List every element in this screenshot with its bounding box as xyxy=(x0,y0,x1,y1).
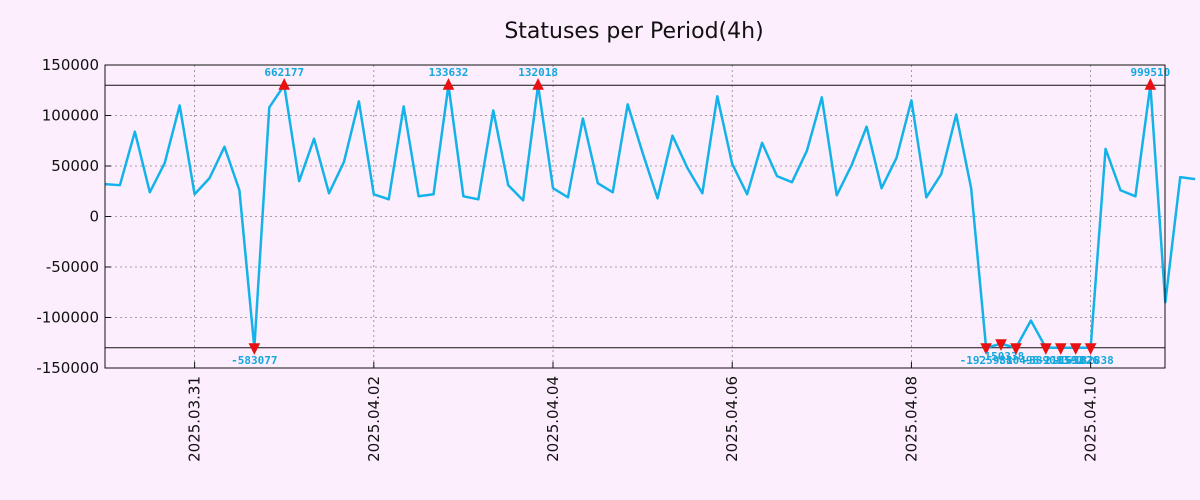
x-tick-label: 2025.03.31 xyxy=(186,376,204,462)
annotation-label: -583077 xyxy=(231,354,277,367)
annotation-label: -1925981 xyxy=(960,354,1013,367)
y-tick-label: 50000 xyxy=(51,157,99,175)
x-tick-label: 2025.04.04 xyxy=(544,376,562,462)
x-tick-label: 2025.04.10 xyxy=(1082,376,1100,462)
chart-title: Statuses per Period(4h) xyxy=(504,19,763,44)
axis-layer xyxy=(104,64,1166,369)
y-tick-label: -150000 xyxy=(36,359,99,377)
tick-labels: 150000 100000 50000 0 -50000 -100000 -150000 20… xyxy=(36,56,1099,462)
annotation-label: -182838 xyxy=(1067,354,1113,367)
annotation-label: -165026 xyxy=(1053,354,1100,367)
clip-marker-down xyxy=(980,343,992,355)
clip-marker-down xyxy=(1054,343,1067,355)
clip-marker-down xyxy=(248,343,261,355)
annotation-label: -216592 xyxy=(1038,354,1084,367)
annotation-label: -150338 xyxy=(978,350,1024,363)
grid-layer xyxy=(105,65,1165,368)
clip-marker-up xyxy=(278,78,291,90)
annotation-label: -389083 xyxy=(1023,354,1069,367)
y-tick-label: 0 xyxy=(89,208,99,226)
clip-marker-up xyxy=(532,78,544,90)
annotation-label: 132018 xyxy=(518,66,558,79)
x-tick-label: 2025.04.02 xyxy=(365,376,383,462)
annotation-label: 662177 xyxy=(264,66,304,79)
marker-layer: 662177 133632 132018 999510-583077 -1925981-… xyxy=(231,66,1170,367)
y-tick-label: 100000 xyxy=(42,107,99,125)
x-tick-label: 2025.04.06 xyxy=(723,376,741,462)
clip-marker-down xyxy=(1010,343,1022,355)
clip-marker-up xyxy=(1144,78,1157,90)
annotation-label: -380498 xyxy=(993,354,1039,367)
y-tick-label: 150000 xyxy=(42,56,99,74)
clip-marker-down xyxy=(1084,343,1097,355)
x-tick-label: 2025.04.08 xyxy=(902,376,920,462)
annotation-label: 133632 xyxy=(429,66,469,79)
clip-marker-down xyxy=(995,339,1007,351)
y-tick-label: -50000 xyxy=(46,258,99,276)
y-tick-label: -100000 xyxy=(36,309,99,327)
clip-marker-down xyxy=(1040,343,1052,355)
annotation-label: 999510 xyxy=(1130,66,1170,79)
clip-marker-up xyxy=(442,78,455,90)
clip-marker-down xyxy=(1069,343,1082,355)
